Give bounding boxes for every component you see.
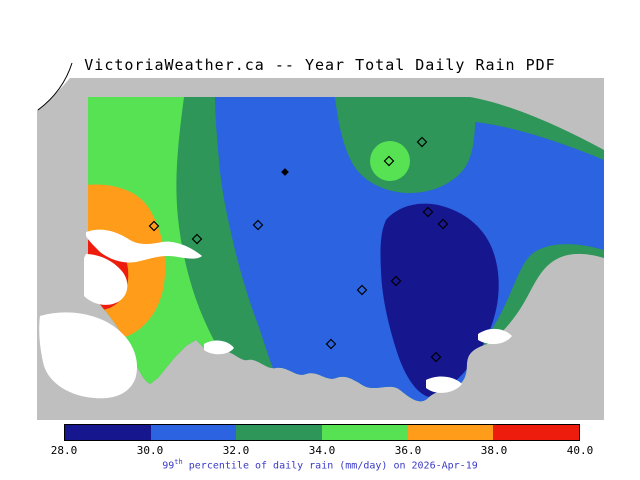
station-marker-open — [430, 351, 442, 363]
station-marker-open — [416, 136, 428, 148]
colorbar-tick: 38.0 — [480, 444, 508, 457]
colorbar-segment-lightgreen — [322, 425, 408, 440]
caption-superscript: th — [174, 458, 183, 466]
colorbar-tick: 28.0 — [50, 444, 78, 457]
station-marker-filled — [281, 168, 289, 176]
station-marker-open — [252, 219, 264, 231]
colorbar-tick: 40.0 — [566, 444, 594, 457]
caption-text: percentile of daily rain (mm/day) on 202… — [182, 460, 478, 472]
water-cove-south — [426, 376, 462, 393]
colorbar — [64, 424, 580, 441]
colorbar-tick: 34.0 — [308, 444, 336, 457]
water-harbour-inlet — [86, 229, 202, 263]
colorbar-segment-orange — [407, 425, 494, 440]
station-marker-open — [191, 233, 203, 245]
contour-region-navy — [380, 203, 499, 397]
station-marker-open — [383, 155, 395, 167]
water-inlet-southeast — [478, 328, 512, 345]
station-marker-open — [422, 206, 434, 218]
caption: 99th percentile of daily rain (mm/day) o… — [0, 458, 640, 471]
colorbar-tick: 36.0 — [394, 444, 422, 457]
water-harbour-basin — [84, 254, 128, 305]
water-bay-bottom-left — [39, 312, 138, 399]
station-marker-open — [390, 275, 402, 287]
caption-number: 99 — [162, 460, 175, 472]
station-marker-open — [437, 218, 449, 230]
station-marker-open — [325, 338, 337, 350]
colorbar-segment-red — [493, 425, 580, 440]
page-title: VictoriaWeather.ca -- Year Total Daily R… — [84, 56, 556, 74]
colorbar-segment-blue — [150, 425, 237, 440]
water-top-left-corner — [37, 78, 70, 110]
colorbar-tick: 32.0 — [222, 444, 250, 457]
colorbar-tick: 30.0 — [136, 444, 164, 457]
coastline-arc-top-left — [37, 62, 73, 111]
water-lagoon — [204, 340, 234, 355]
colorbar-segment-green — [236, 425, 323, 440]
contour-region-lightgreen-circle — [370, 141, 410, 181]
station-markers — [148, 136, 449, 363]
station-marker-open — [356, 284, 368, 296]
colorbar-segment-navy — [65, 425, 151, 440]
station-marker-open — [148, 220, 160, 232]
colorbar-ticks: 28.0 30.0 32.0 34.0 36.0 38.0 40.0 — [51, 444, 594, 458]
